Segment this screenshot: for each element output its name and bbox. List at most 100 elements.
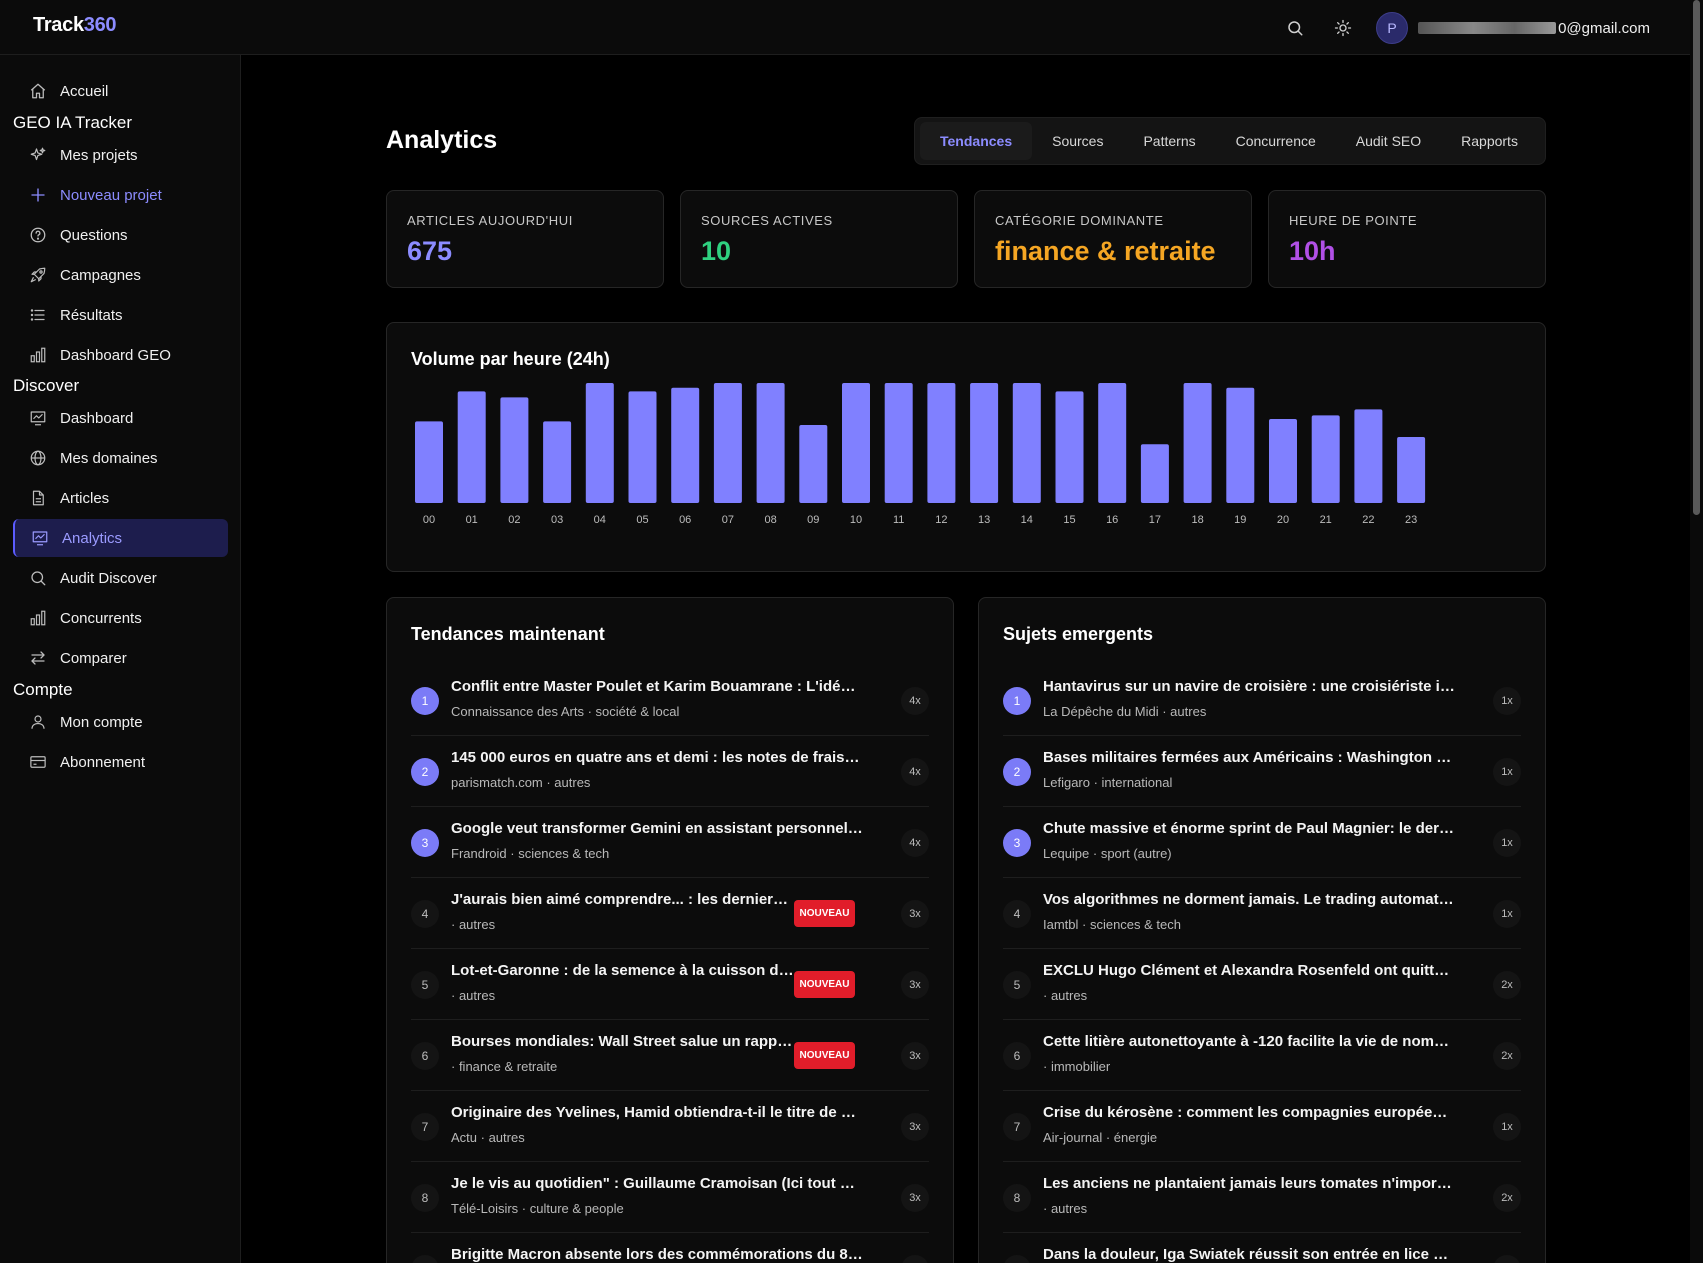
emerging-row[interactable]: 6 Cette litière autonettoyante à -120 fac… xyxy=(1003,1020,1521,1091)
sidebar-item-label: Audit Discover xyxy=(60,569,157,587)
user-icon xyxy=(28,712,48,732)
emerging-list: 1 Hantavirus sur un navire de croisière :… xyxy=(1003,665,1521,1263)
bar-18[interactable] xyxy=(1183,383,1212,503)
bar-06[interactable] xyxy=(671,387,700,503)
bar-05[interactable] xyxy=(628,391,657,503)
bar-10[interactable] xyxy=(842,383,870,503)
trends-row[interactable]: 8 Je le vis au quotidien" : Guillaume Cra… xyxy=(411,1162,929,1233)
sidebar-item-comparer[interactable]: Comparer xyxy=(13,639,228,677)
sidebar-item-audit-discover[interactable]: Audit Discover xyxy=(13,559,228,597)
sidebar-item-campagnes[interactable]: Campagnes xyxy=(13,256,228,294)
article-title[interactable]: Bourses mondiales: Wall Street salue un … xyxy=(451,1033,796,1050)
article-meta: · autres xyxy=(451,917,496,932)
article-title[interactable]: Bases militaires fermées aux Américains … xyxy=(1043,749,1455,766)
article-title[interactable]: EXCLU Hugo Clément et Alexandra Rosenfel… xyxy=(1043,962,1455,979)
bar-01[interactable] xyxy=(457,391,486,503)
sidebar-item-abonnement[interactable]: Abonnement xyxy=(13,743,228,781)
emerging-row[interactable]: 4 Vos algorithmes ne dorment jamais. Le t… xyxy=(1003,878,1521,949)
bar-14[interactable] xyxy=(1012,383,1041,503)
bar-16[interactable] xyxy=(1098,383,1127,503)
bar-00[interactable] xyxy=(415,421,443,503)
bar-11[interactable] xyxy=(884,383,913,503)
sidebar-item-analytics[interactable]: Analytics xyxy=(13,519,228,557)
bar-19[interactable] xyxy=(1226,387,1255,503)
sidebar-item-dashboard[interactable]: Dashboard xyxy=(13,399,228,437)
bar-22[interactable] xyxy=(1354,409,1383,503)
emerging-row[interactable]: 7 Crise du kérosène : comment les compagn… xyxy=(1003,1091,1521,1162)
bar-21[interactable] xyxy=(1311,415,1340,503)
article-title[interactable]: Conflit entre Master Poulet et Karim Bou… xyxy=(451,678,863,695)
bar-02[interactable] xyxy=(500,397,529,503)
sidebar-item-concurrents[interactable]: Concurrents xyxy=(13,599,228,637)
article-title[interactable]: J'aurais bien aimé comprendre... : les d… xyxy=(451,891,796,908)
article-meta: · autres xyxy=(451,988,496,1003)
sidebar-item-mes-domaines[interactable]: Mes domaines xyxy=(13,439,228,477)
sidebar-item-resultats[interactable]: Résultats xyxy=(13,296,228,334)
user-email[interactable]: 0@gmail.com xyxy=(1418,20,1650,37)
brand-logo[interactable]: Track360 xyxy=(33,14,117,37)
bar-04[interactable] xyxy=(585,383,614,503)
sidebar-item-articles[interactable]: Articles xyxy=(13,479,228,517)
emerging-row[interactable]: 1 Hantavirus sur un navire de croisière :… xyxy=(1003,665,1521,736)
stat-label: CATÉGORIE DOMINANTE xyxy=(995,213,1164,228)
article-title[interactable]: Lot-et-Garonne : de la semence à la cuis… xyxy=(451,962,796,979)
tab-audit-seo[interactable]: Audit SEO xyxy=(1355,133,1422,149)
article-title[interactable]: Hantavirus sur un navire de croisière : … xyxy=(1043,678,1455,695)
trends-row[interactable]: 2 145 000 euros en quatre ans et demi : l… xyxy=(411,736,929,807)
theme-toggle-button[interactable] xyxy=(1328,13,1358,43)
article-title[interactable]: Google veut transformer Gemini en assist… xyxy=(451,820,863,837)
search-button[interactable] xyxy=(1280,13,1310,43)
article-title[interactable]: Brigitte Macron absente lors des commémo… xyxy=(451,1246,863,1263)
emerging-row[interactable]: 2 Bases militaires fermées aux Américains… xyxy=(1003,736,1521,807)
sidebar-item-accueil[interactable]: Accueil xyxy=(13,72,228,110)
sidebar-item-mon-compte[interactable]: Mon compte xyxy=(13,703,228,741)
scrollbar-thumb[interactable] xyxy=(1693,0,1700,515)
avatar[interactable]: P xyxy=(1376,12,1409,44)
sidebar-item-nouveau-projet[interactable]: Nouveau projet xyxy=(13,176,228,214)
emerging-row[interactable]: 8 Les anciens ne plantaient jamais leurs … xyxy=(1003,1162,1521,1233)
article-title[interactable]: Cette litière autonettoyante à -120 faci… xyxy=(1043,1033,1455,1050)
x-tick-label: 11 xyxy=(893,514,904,526)
trends-row[interactable]: 9 Brigitte Macron absente lors des commém… xyxy=(411,1233,929,1263)
tab-rapports[interactable]: Rapports xyxy=(1461,133,1518,149)
trends-row[interactable]: 5 Lot-et-Garonne : de la semence à la cui… xyxy=(411,949,929,1020)
bar-07[interactable] xyxy=(713,383,742,503)
tab-tendances[interactable]: Tendances xyxy=(920,122,1033,160)
emerging-row[interactable]: 3 Chute massive et énorme sprint de Paul … xyxy=(1003,807,1521,878)
bar-17[interactable] xyxy=(1140,444,1169,503)
emerging-row[interactable]: 9 Dans la douleur, Iga Swiatek réussit so… xyxy=(1003,1233,1521,1263)
article-title[interactable]: Chute massive et énorme sprint de Paul M… xyxy=(1043,820,1455,837)
bar-15[interactable] xyxy=(1055,391,1084,503)
article-title[interactable]: Les anciens ne plantaient jamais leurs t… xyxy=(1043,1175,1455,1192)
sidebar-item-questions[interactable]: Questions xyxy=(13,216,228,254)
bar-13[interactable] xyxy=(970,383,999,503)
x-tick-label: 22 xyxy=(1362,514,1374,526)
sidebar-item-dashboard-geo[interactable]: Dashboard GEO xyxy=(13,336,228,374)
article-title[interactable]: 145 000 euros en quatre ans et demi : le… xyxy=(451,749,863,766)
bar-20[interactable] xyxy=(1269,419,1297,503)
volume-chart-card: Volume par heure (24h) 00 01 02 03 04 05 06 07 0… xyxy=(386,322,1546,572)
trends-row[interactable]: 3 Google veut transformer Gemini en assis… xyxy=(411,807,929,878)
emerging-row[interactable]: 5 EXCLU Hugo Clément et Alexandra Rosenfe… xyxy=(1003,949,1521,1020)
tab-concurrence[interactable]: Concurrence xyxy=(1235,133,1316,149)
bar-23[interactable] xyxy=(1397,437,1426,503)
bar-03[interactable] xyxy=(543,421,572,503)
trends-row[interactable]: 6 Bourses mondiales: Wall Street salue un… xyxy=(411,1020,929,1091)
bar-09[interactable] xyxy=(799,425,828,503)
bar-12[interactable] xyxy=(927,383,956,503)
article-title[interactable]: Originaire des Yvelines, Hamid obtiendra… xyxy=(451,1104,863,1121)
bar-08[interactable] xyxy=(756,383,785,503)
article-title[interactable]: Crise du kérosène : comment les compagni… xyxy=(1043,1104,1455,1121)
scrollbar[interactable] xyxy=(1690,0,1703,1263)
tab-sources[interactable]: Sources xyxy=(1052,133,1104,149)
trends-row[interactable]: 7 Originaire des Yvelines, Hamid obtiendr… xyxy=(411,1091,929,1162)
article-title[interactable]: Je le vis au quotidien" : Guillaume Cram… xyxy=(451,1175,863,1192)
sidebar-item-mes-projets[interactable]: Mes projets xyxy=(13,136,228,174)
trends-row[interactable]: 4 J'aurais bien aimé comprendre... : les … xyxy=(411,878,929,949)
stat-card-categorie: CATÉGORIE DOMINANTE finance & retraite xyxy=(974,190,1252,288)
tab-patterns[interactable]: Patterns xyxy=(1143,133,1196,149)
article-title[interactable]: Vos algorithmes ne dorment jamais. Le tr… xyxy=(1043,891,1455,908)
trends-list: 1 Conflit entre Master Poulet et Karim Bo… xyxy=(411,665,929,1263)
trends-row[interactable]: 1 Conflit entre Master Poulet et Karim Bo… xyxy=(411,665,929,736)
article-title[interactable]: Dans la douleur, Iga Swiatek réussit son… xyxy=(1043,1246,1455,1263)
